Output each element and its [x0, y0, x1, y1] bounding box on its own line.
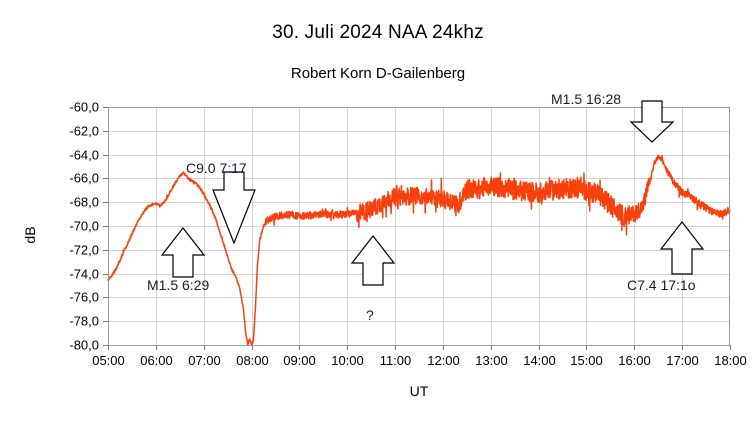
- x-tick-label: 11:00: [380, 353, 412, 368]
- x-tick-label: 15:00: [570, 353, 603, 368]
- annotation-label: M1.5 16:28: [551, 91, 621, 107]
- annotation-unknown: ?: [350, 235, 396, 323]
- gridlines: [108, 107, 730, 345]
- annotation-c90: C9.0 7:17: [186, 160, 256, 245]
- y-tick-label: -62,0: [69, 124, 99, 139]
- y-tick-label: -68,0: [69, 195, 99, 210]
- y-tick-label: -80,0: [69, 338, 99, 353]
- x-axis-title: UT: [410, 383, 429, 399]
- x-tick-label: 12:00: [427, 353, 460, 368]
- chart-subtitle: Robert Korn D-Gailenberg: [290, 65, 466, 82]
- y-axis-title: dB: [22, 226, 38, 243]
- x-tick-label: 16:00: [618, 353, 651, 368]
- y-tick-label: -64,0: [69, 148, 99, 163]
- y-tick-label: -66,0: [69, 171, 99, 186]
- y-tick-label: -74,0: [69, 267, 99, 282]
- plot-frame: [103, 107, 731, 350]
- x-axis-ticks: 05:00 06:00 07:00 08:00 09:00 10:00 11:00 12:00…: [92, 353, 747, 368]
- x-tick-label: 14:00: [523, 353, 556, 368]
- arrow-up-icon: [659, 221, 705, 275]
- annotations-group: M1.5 6:29 C9.0 7:17 ? M1.5 16:28 C7.4 17…: [147, 91, 705, 323]
- x-tick-label: 06:00: [140, 353, 173, 368]
- y-axis-ticks: -60,0 -62,0 -64,0 -66,0 -68,0 -70,0 -72,0 -74,0…: [69, 100, 99, 353]
- x-tick-label: 08:00: [236, 353, 269, 368]
- data-trace: [107, 154, 731, 346]
- x-tick-label: 05:00: [92, 353, 125, 368]
- y-tick-label: -60,0: [69, 100, 99, 115]
- annotation-label: C7.4 17:1o: [627, 277, 696, 293]
- arrow-up-icon: [350, 235, 396, 286]
- y-tick-label: -70,0: [69, 219, 99, 234]
- arrow-down-icon: [629, 100, 675, 143]
- y-tick-label: -78,0: [69, 314, 99, 329]
- y-tick-label: -76,0: [69, 290, 99, 305]
- x-tick-label: 18:00: [714, 353, 747, 368]
- annotation-label: ?: [366, 307, 374, 323]
- data-trace-group: [107, 154, 731, 346]
- annotation-m15-morning: M1.5 6:29: [147, 227, 209, 293]
- y-tick-label: -72,0: [69, 243, 99, 258]
- annotation-label: M1.5 6:29: [147, 277, 209, 293]
- chart-title: 30. Juli 2024 NAA 24khz: [272, 22, 484, 43]
- x-tick-label: 17:00: [666, 353, 699, 368]
- arrow-up-icon: [160, 227, 206, 278]
- x-tick-label: 13:00: [475, 353, 508, 368]
- arrow-down-icon: [212, 171, 256, 245]
- x-tick-label: 09:00: [283, 353, 316, 368]
- x-tick-label: 10:00: [331, 353, 364, 368]
- annotation-label: C9.0 7:17: [186, 160, 247, 176]
- annotation-c74: C7.4 17:1o: [627, 221, 705, 293]
- annotation-m15-afternoon: M1.5 16:28: [551, 91, 675, 143]
- x-tick-label: 07:00: [188, 353, 221, 368]
